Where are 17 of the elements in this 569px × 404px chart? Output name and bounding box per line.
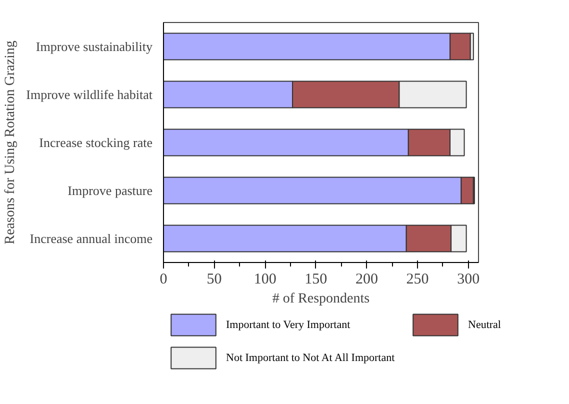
legend-label: Not Important to Not At All Important bbox=[226, 352, 396, 364]
y-tick-label: Improve pasture bbox=[68, 183, 153, 198]
x-axis-title: # of Respondents bbox=[272, 292, 370, 306]
y-tick-label: Improve wildlife habitat bbox=[26, 87, 153, 102]
x-tick-label: 100 bbox=[254, 272, 276, 288]
x-tick-label: 250 bbox=[406, 272, 429, 288]
x-tick-label: 200 bbox=[355, 272, 378, 288]
x-tick-label: 50 bbox=[206, 272, 222, 288]
legend-label: Important to Very Important bbox=[226, 318, 352, 330]
y-axis-title: Reasons for Using Rotation Grazing bbox=[3, 40, 18, 244]
x-tick-label: 300 bbox=[457, 272, 480, 288]
y-tick-label: Increase stocking rate bbox=[39, 135, 153, 150]
x-tick-label: 0 bbox=[160, 272, 168, 288]
y-tick-label: Increase annual income bbox=[30, 231, 153, 246]
y-tick-label: Improve sustainability bbox=[36, 39, 153, 54]
legend-label: Neutral bbox=[468, 318, 502, 330]
x-tick-label: 150 bbox=[304, 272, 328, 288]
